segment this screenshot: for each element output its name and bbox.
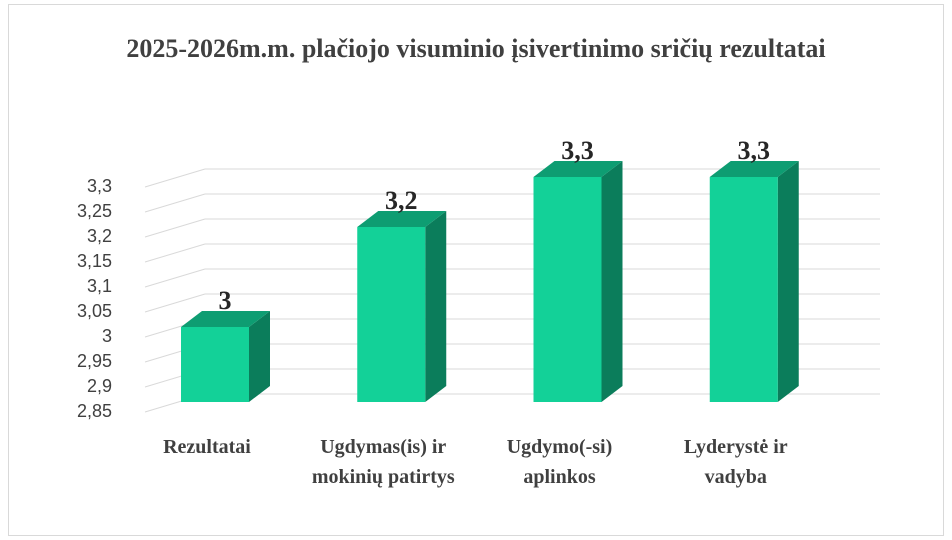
x-tick-label: Ugdymas(is) ir mokinių patirtys xyxy=(311,436,455,488)
x-tick-label: Lyderystė ir vadyba xyxy=(683,436,788,488)
bar xyxy=(709,177,778,402)
y-tick-label: 3 xyxy=(102,326,112,346)
value-label: 3 xyxy=(219,286,232,315)
chart-frame xyxy=(8,4,944,536)
bar-side xyxy=(249,311,270,402)
grid-line xyxy=(144,168,206,188)
bar-top xyxy=(181,311,270,327)
bar-side xyxy=(777,161,799,402)
bar-top xyxy=(709,161,799,177)
bar-side xyxy=(425,211,447,402)
y-tick-label: 2,85 xyxy=(77,401,112,421)
x-tick-label: Rezultatai xyxy=(163,436,251,458)
y-tick-label: 3,15 xyxy=(77,251,112,271)
bar-top xyxy=(533,161,623,177)
y-tick-label: 3,05 xyxy=(77,301,112,321)
y-tick-label: 3,25 xyxy=(77,201,112,221)
value-label: 3,3 xyxy=(561,136,594,165)
x-tick-label: Ugdymo(-si) aplinkos xyxy=(506,436,613,488)
grid-line xyxy=(144,218,206,238)
bar-top xyxy=(357,211,447,227)
y-tick-label: 2,9 xyxy=(87,376,112,396)
bar xyxy=(357,227,426,402)
value-label: 3,2 xyxy=(385,186,418,215)
y-tick-label: 3,2 xyxy=(87,226,112,246)
value-label: 3,3 xyxy=(738,136,771,165)
bar-side xyxy=(601,161,623,402)
y-tick-label: 3,1 xyxy=(87,276,112,296)
grid-line xyxy=(144,268,206,288)
chart-title: 2025-2026m.m. plačiojo visuminio įsivert… xyxy=(126,34,826,63)
y-tick-label: 2,95 xyxy=(77,351,112,371)
bar xyxy=(533,177,602,402)
grid-line xyxy=(144,243,206,263)
y-tick-label: 3,3 xyxy=(87,176,112,196)
grid-line xyxy=(144,193,206,213)
bar xyxy=(181,327,249,402)
grid-line xyxy=(144,293,206,313)
